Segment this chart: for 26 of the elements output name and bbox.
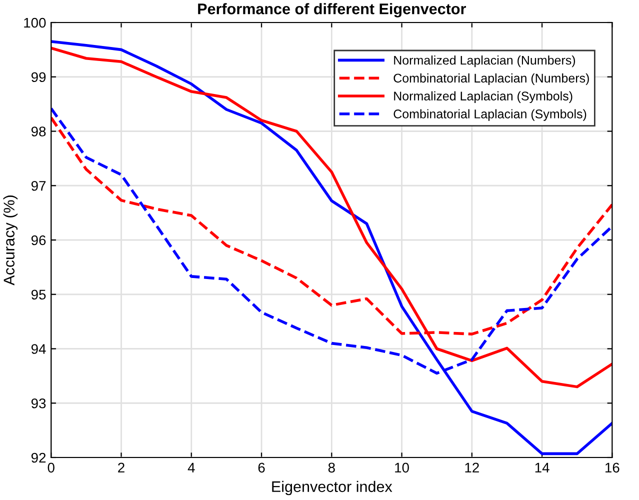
x-tick-label: 2 bbox=[118, 462, 124, 472]
x-tick-label: 16 bbox=[606, 462, 620, 473]
y-tick-label: 98 bbox=[31, 126, 46, 136]
x-tick-label: 10 bbox=[395, 462, 409, 473]
line-series bbox=[51, 46, 612, 388]
y-tick-label: 93 bbox=[31, 398, 46, 408]
legend-label: Combinatorial Laplacian (Symbols) bbox=[394, 109, 586, 121]
x-tick-label: 14 bbox=[535, 462, 550, 472]
y-axis-title: Accuracy (%) bbox=[3, 196, 18, 286]
y-tick-label: 94 bbox=[31, 344, 46, 354]
y-tick-label: 92 bbox=[31, 452, 46, 463]
x-tick-label: 6 bbox=[258, 462, 265, 473]
x-tick-label: 0 bbox=[48, 462, 54, 473]
y-tick-label: 100 bbox=[24, 18, 46, 28]
x-axis-title: Eigenvector index bbox=[272, 480, 392, 496]
y-tick-label: 99 bbox=[31, 72, 46, 82]
y-tick-label: 96 bbox=[31, 235, 46, 246]
legend-label: Normalized Laplacian (Numbers) bbox=[394, 56, 576, 68]
chart-title: Performance of different Eigenvector bbox=[198, 3, 466, 18]
legend-label: Combinatorial Laplacian (Numbers) bbox=[394, 73, 589, 86]
x-tick-label: 12 bbox=[465, 462, 479, 472]
y-tick-label: 95 bbox=[31, 290, 46, 300]
legend-label: Normalized Laplacian (Symbols) bbox=[394, 91, 572, 103]
x-tick-label: 8 bbox=[328, 462, 335, 473]
y-tick-label: 97 bbox=[31, 180, 46, 191]
x-tick-label: 4 bbox=[188, 462, 195, 472]
